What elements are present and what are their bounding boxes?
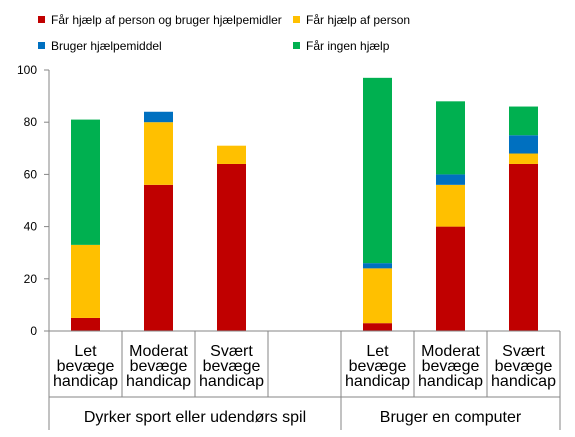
bar-segment	[144, 122, 173, 185]
y-tick-label: 20	[24, 272, 38, 286]
y-tick-label: 100	[17, 63, 37, 77]
group-label: Bruger en computer	[380, 409, 522, 426]
category-label: bevæge	[130, 358, 188, 375]
y-tick-label: 80	[24, 115, 38, 129]
legend-swatch	[293, 16, 300, 23]
bar-segment	[436, 174, 465, 185]
bar-segment	[509, 163, 538, 331]
bar-segment	[363, 268, 392, 324]
bar-segment	[436, 101, 465, 175]
y-tick-label: 0	[30, 324, 37, 338]
bar-segment	[363, 77, 392, 264]
bar-segment	[71, 119, 100, 245]
category-label: bevæge	[57, 358, 115, 375]
bar-segment	[217, 145, 246, 164]
bar-segment	[509, 135, 538, 154]
legend-label: Får ingen hjælp	[306, 39, 390, 53]
category-label: handicap	[418, 373, 483, 390]
category-label: handicap	[199, 373, 264, 390]
category-label: bevæge	[495, 358, 553, 375]
category-label: bevæge	[349, 358, 407, 375]
legend-swatch	[38, 16, 45, 23]
category-label: handicap	[126, 373, 191, 390]
bar-segment	[71, 317, 100, 331]
category-label: Svært	[502, 343, 545, 360]
bar-segment	[436, 226, 465, 331]
category-label: Let	[366, 343, 389, 360]
category-label: handicap	[53, 373, 118, 390]
y-axis: 0 20 40 60 80 100	[17, 63, 50, 338]
bar-segment	[363, 323, 392, 331]
bar-segment	[363, 263, 392, 269]
y-tick-label: 60	[24, 167, 38, 181]
bar-segment	[144, 184, 173, 331]
legend-swatch	[38, 42, 45, 49]
legend-label: Får hjælp af person	[306, 13, 410, 27]
x-axis: LetbevægehandicapModeratbevægehandicapSv…	[48, 330, 561, 430]
category-label: bevæge	[203, 358, 261, 375]
category-label: Svært	[210, 343, 253, 360]
bar-segment	[144, 111, 173, 123]
bar-segment	[71, 244, 100, 318]
bars	[71, 77, 538, 331]
category-label: bevæge	[422, 358, 480, 375]
bar-segment	[509, 153, 538, 164]
category-label: handicap	[345, 373, 410, 390]
group-label: Dyrker sport eller udendørs spil	[84, 409, 306, 426]
legend-label: Bruger hjælpemiddel	[51, 39, 162, 53]
category-label: Moderat	[421, 343, 480, 360]
bar-segment	[436, 184, 465, 227]
bar-segment	[509, 106, 538, 136]
bar-segment	[217, 163, 246, 331]
category-label: Let	[74, 343, 97, 360]
y-tick-label: 40	[24, 220, 38, 234]
category-label: handicap	[491, 373, 556, 390]
category-label: Moderat	[129, 343, 188, 360]
legend-label: Får hjælp af person og bruger hjælpemidl…	[51, 13, 282, 27]
legend-swatch	[293, 42, 300, 49]
legend: Får hjælp af person og bruger hjælpemidl…	[38, 13, 410, 53]
